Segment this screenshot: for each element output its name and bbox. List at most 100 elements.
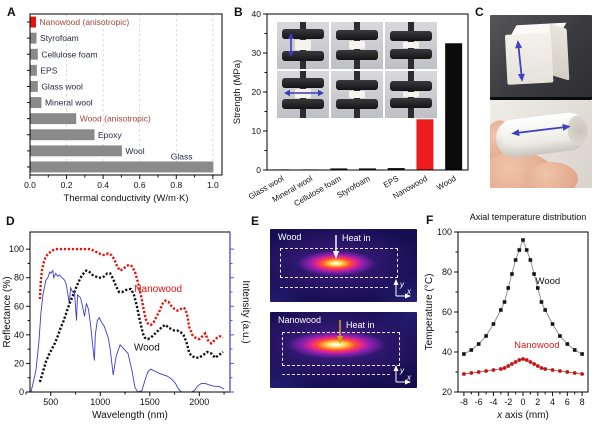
x-axis-letter: x [406, 287, 412, 296]
svg-text:-2: -2 [504, 397, 512, 407]
compression-test-photos [277, 22, 437, 118]
press-clamp [390, 49, 432, 59]
white-sample [295, 40, 311, 50]
svg-text:0: 0 [256, 165, 261, 175]
svg-text:Nanowood: Nanowood [134, 284, 182, 295]
panel-c-label: C [475, 5, 484, 19]
svg-text:0: 0 [19, 387, 24, 397]
svg-text:Glass: Glass [171, 151, 193, 161]
svg-text:0.8: 0.8 [170, 180, 182, 190]
svg-text:6: 6 [565, 397, 570, 407]
svg-text:Glass wool: Glass wool [41, 81, 83, 91]
press-photo [331, 71, 383, 118]
svg-text:100: 100 [437, 227, 452, 237]
svg-text:10: 10 [252, 126, 262, 136]
nanowood-block-photo [490, 15, 592, 100]
vertical-compression-arrow-icon [287, 33, 295, 57]
svg-text:Wood (anisotropic): Wood (anisotropic) [80, 114, 151, 124]
press-clamp [282, 51, 324, 61]
x-axis-letter: x [406, 373, 412, 382]
heat-in-arrow-icon [337, 320, 343, 344]
svg-text:Axial temperature distribution: Axial temperature distribution [470, 212, 587, 222]
horizontal-compression-arrow-icon [284, 89, 324, 97]
reflectance-spectra-chart: 500 1000 1500 2000 0 20 40 60 80 100 Nanowood Wood W… [2, 231, 251, 421]
svg-text:2000: 2000 [189, 397, 209, 407]
svg-text:Intensity (a.u.): Intensity (a.u.) [240, 280, 251, 343]
svg-text:4: 4 [550, 397, 555, 407]
svg-text:1.0: 1.0 [207, 180, 219, 190]
thermal-image-wood: Wood Heat in y x [270, 229, 417, 302]
svg-text:80: 80 [14, 273, 24, 283]
press-clamp [390, 81, 432, 91]
svg-text:0.2: 0.2 [61, 180, 73, 190]
svg-text:EPS: EPS [382, 174, 400, 190]
thermal-sample-label: Wood [278, 232, 302, 242]
svg-text:Strength (MPa): Strength (MPa) [232, 60, 243, 124]
svg-text:1500: 1500 [140, 397, 160, 407]
svg-text:-8: -8 [460, 397, 468, 407]
white-sample [403, 92, 419, 97]
svg-text:Wood: Wood [134, 343, 160, 354]
sample-outline-extra [282, 374, 390, 375]
press-clamp [282, 29, 324, 39]
white-sample [349, 91, 365, 98]
svg-text:Wood: Wood [536, 276, 561, 287]
horizontal-alignment-arrow-icon [511, 123, 571, 137]
svg-text:20: 20 [442, 387, 452, 397]
thermal-conductivity-bar-chart: Nanowood (anisotropic) Styrofoam Cellulose… [24, 13, 223, 204]
svg-text:Thermal conductivity (W/m·K): Thermal conductivity (W/m·K) [63, 193, 188, 204]
svg-text:Nanowood: Nanowood [514, 340, 559, 351]
svg-text:Wood: Wood [435, 174, 457, 192]
svg-text:Wavelength (nm): Wavelength (nm) [92, 410, 168, 421]
axial-temperature-chart: -8 -6 -4 -2 0 2 4 6 8 20 40 60 80 100 Wood Nanowood Axia… [424, 212, 589, 421]
press-clamp [390, 98, 432, 108]
white-sample [403, 42, 419, 48]
svg-text:Cellulose foam: Cellulose foam [41, 49, 97, 59]
thermal-sample-label: Nanowood [278, 315, 322, 325]
press-clamp [390, 31, 432, 41]
heat-in-arrow-icon [333, 235, 339, 259]
svg-text:Epoxy: Epoxy [98, 130, 122, 140]
press-photo [385, 71, 437, 118]
panel-e-label: E [251, 214, 260, 228]
press-clamp [336, 80, 378, 90]
svg-text:x axis (mm): x axis (mm) [496, 410, 549, 421]
svg-text:Reflectance (%): Reflectance (%) [2, 276, 13, 347]
press-clamp [282, 99, 324, 109]
svg-text:2: 2 [535, 397, 540, 407]
svg-text:-6: -6 [475, 397, 483, 407]
svg-text:40: 40 [14, 330, 24, 340]
flexible-nanowood-photo [490, 100, 592, 188]
sample-outline [282, 332, 400, 366]
svg-text:0: 0 [520, 397, 525, 407]
panel-a-label: A [7, 5, 16, 19]
white-sample [349, 41, 365, 49]
svg-text:0.6: 0.6 [134, 180, 146, 190]
svg-text:80: 80 [442, 267, 452, 277]
svg-text:100: 100 [9, 244, 24, 254]
panel-d-label: D [6, 214, 15, 228]
press-photo [277, 22, 329, 69]
svg-text:EPS: EPS [40, 65, 57, 75]
finger [524, 162, 578, 188]
y-axis-letter: y [399, 280, 405, 289]
press-clamp [336, 30, 378, 40]
sample-outline-extra [280, 287, 388, 288]
svg-text:20: 20 [14, 358, 24, 368]
svg-text:Nanowood (anisotropic): Nanowood (anisotropic) [39, 17, 129, 27]
svg-text:60: 60 [442, 307, 452, 317]
press-clamp [336, 50, 378, 60]
thermal-image-nanowood: Nanowood Heat in y x [270, 312, 417, 388]
svg-text:8: 8 [580, 397, 585, 407]
panel-f-label: F [426, 213, 434, 227]
svg-text:30: 30 [252, 48, 262, 58]
svg-text:60: 60 [14, 301, 24, 311]
press-photo [331, 22, 383, 69]
press-clamp [282, 78, 324, 88]
svg-text:Styrofoam: Styrofoam [40, 33, 79, 43]
svg-text:0.4: 0.4 [97, 180, 109, 190]
svg-text:Mineral wool: Mineral wool [45, 98, 93, 108]
xy-axis-indicator-icon: y x [393, 279, 412, 299]
xy-axis-indicator-icon: y x [393, 365, 412, 385]
